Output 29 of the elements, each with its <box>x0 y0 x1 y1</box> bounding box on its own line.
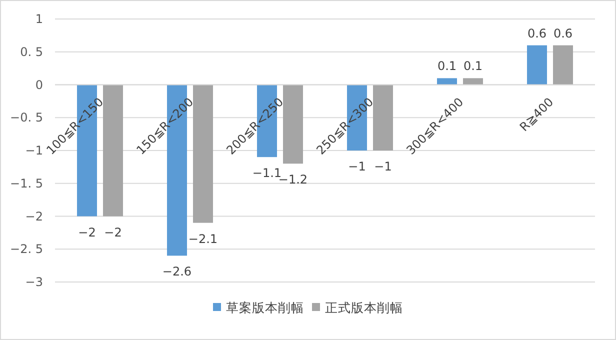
bar <box>193 84 213 223</box>
bar <box>103 84 123 216</box>
y-tick-label: −3 <box>25 275 43 289</box>
bar <box>463 78 483 85</box>
bar <box>437 78 457 85</box>
bar <box>283 84 303 164</box>
data-label: −2.6 <box>162 264 192 279</box>
data-label: −2 <box>78 225 96 240</box>
bar <box>373 84 393 150</box>
data-label: 0.1 <box>463 59 483 74</box>
data-label: 0.6 <box>553 26 573 40</box>
data-label: −2 <box>104 225 122 240</box>
data-label: −2.1 <box>188 232 218 246</box>
bar <box>553 45 573 85</box>
y-tick-label: −1 <box>25 144 43 158</box>
data-label: 0.1 <box>437 59 457 74</box>
legend-label: 正式版本削幅 <box>325 300 403 315</box>
y-tick-label: −0. 5 <box>10 110 43 125</box>
y-tick-label: 0 <box>35 78 43 92</box>
y-tick-label: 1 <box>35 12 43 26</box>
legend-label: 草案版本削幅 <box>226 300 304 315</box>
data-label: −1 <box>374 160 392 174</box>
data-label: 0.6 <box>527 26 547 40</box>
y-tick-label: 0. 5 <box>20 44 43 59</box>
y-tick-label: −2. 5 <box>10 242 43 256</box>
y-tick-label: −2 <box>25 209 43 224</box>
data-label: −1 <box>348 160 366 174</box>
y-tick-label: −1. 5 <box>10 176 43 190</box>
bar <box>527 45 547 85</box>
